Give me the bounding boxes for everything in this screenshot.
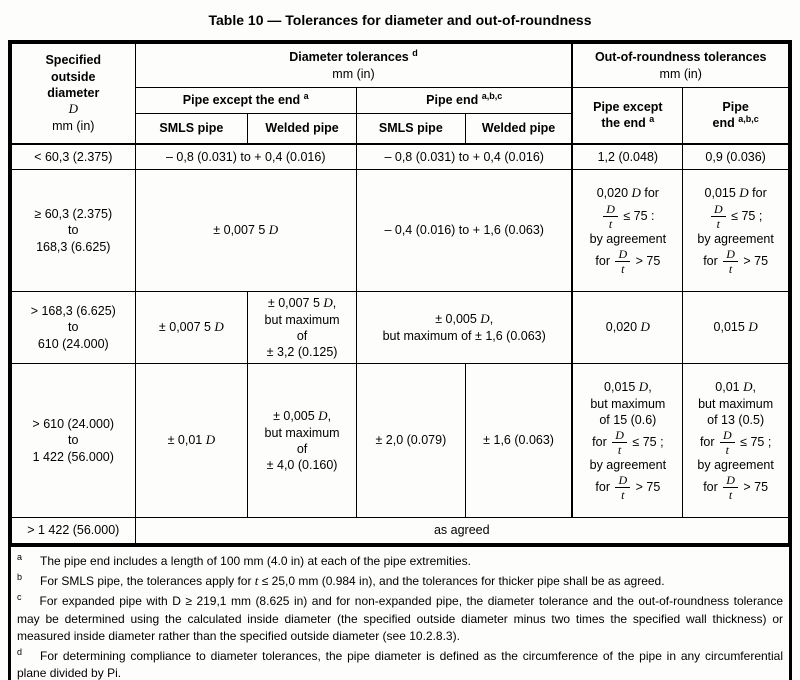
cell-oor-end-1: 0,9 (0.036): [682, 143, 789, 170]
table-row: < 60,3 (2.375) – 0,8 (0.031) to + 0,4 (0…: [11, 143, 789, 170]
table-row: ≥ 60,3 (2.375) to 168,3 (6.625) ± 0,007 5 …: [11, 169, 789, 292]
header-welded-pipe-except: Welded pipe: [247, 113, 357, 145]
cell-range-1: < 60,3 (2.375): [11, 143, 136, 170]
footnote-b-label: b: [17, 572, 23, 583]
footnote-b: b For SMLS pipe, the tolerances apply for…: [17, 571, 783, 590]
footnote-a: a The pipe end includes a length of 100 m…: [17, 551, 783, 570]
footnote-c-text: For expanded pipe with D ≥ 219,1 mm (8.6…: [17, 594, 783, 643]
header-oor-pipe-end: Pipe end a,b,c: [682, 87, 789, 145]
footnotes-section: a The pipe end includes a length of 100 m…: [11, 544, 789, 680]
cell-dia-end-2: – 0,4 (0.016) to + 1,6 (0.063): [355, 169, 573, 292]
table-title: Table 10 — Tolerances for diameter and o…: [208, 12, 592, 28]
cell-dia-except-2: ± 0,007 5 D: [134, 169, 357, 292]
header-diameter-tolerances: Diameter tolerances d mm (in): [134, 43, 573, 88]
cell-oor-except-1: 1,2 (0.048): [571, 143, 684, 170]
cell-oor-except-3: 0,020 D: [571, 291, 684, 364]
header-out-of-roundness-tolerances: Out-of-roundness tolerances mm (in): [571, 43, 790, 88]
header-pipe-end: Pipe end a,b,c: [355, 87, 573, 114]
cell-dia-except-welded-4: ± 0,005 D, but maximum of ± 4,0 (0.160): [247, 363, 357, 518]
footnote-d: d For determining compliance to diameter …: [17, 646, 783, 680]
cell-dia-end-1: – 0,8 (0.031) to + 0,4 (0.016): [355, 143, 573, 170]
cell-dia-except-welded-3: ± 0,007 5 D, but maximum of ± 3,2 (0.125): [247, 291, 357, 364]
footnote-b-text: For SMLS pipe, the tolerances apply for …: [40, 573, 665, 589]
cell-dia-except-smls-3: ± 0,007 5 D: [134, 291, 249, 364]
header-smls-pipe-end: SMLS pipe: [355, 113, 466, 145]
cell-dia-end-smls-4: ± 2,0 (0.079): [355, 363, 466, 518]
cell-dia-except-1: – 0,8 (0.031) to + 0,4 (0.016): [134, 143, 357, 170]
cell-range-4: > 610 (24.000) to 1 422 (56.000): [11, 363, 136, 518]
cell-range-5: > 1 422 (56.000): [11, 517, 136, 544]
cell-range-3: > 168,3 (6.625) to 610 (24.000): [11, 291, 136, 364]
cell-dia-except-smls-4: ± 0,01 D: [134, 363, 249, 518]
cell-as-agreed: as agreed: [134, 517, 790, 544]
footnote-d-label: d: [17, 646, 23, 657]
header-smls-pipe-except: SMLS pipe: [134, 113, 249, 145]
cell-dia-end-welded-4: ± 1,6 (0.063): [464, 363, 573, 518]
footnote-c: c For expanded pipe with D ≥ 219,1 mm (8.…: [17, 591, 783, 644]
header-oor-pipe-except-the-end: Pipe except the end a: [571, 87, 684, 145]
footnote-d-text: For determining compliance to diameter t…: [17, 648, 783, 680]
footnote-c-label: c: [17, 592, 22, 603]
header-pipe-except-the-end: Pipe except the end a: [134, 87, 357, 114]
cell-dia-end-3: ± 0,005 D, but maximum of ± 1,6 (0.063): [355, 291, 573, 364]
header-welded-pipe-end: Welded pipe: [464, 113, 573, 145]
footnote-a-text: The pipe end includes a length of 100 mm…: [40, 554, 471, 568]
cell-oor-end-3: 0,015 D: [682, 291, 789, 364]
table-row: > 1 422 (56.000) as agreed: [11, 517, 790, 544]
table-row: > 610 (24.000) to 1 422 (56.000) ± 0,01 D …: [11, 363, 789, 518]
table-row: > 168,3 (6.625) to 610 (24.000) ± 0,007 5 …: [11, 291, 789, 364]
cell-range-2: ≥ 60,3 (2.375) to 168,3 (6.625): [11, 169, 136, 292]
footnote-a-label: a: [17, 552, 23, 562]
